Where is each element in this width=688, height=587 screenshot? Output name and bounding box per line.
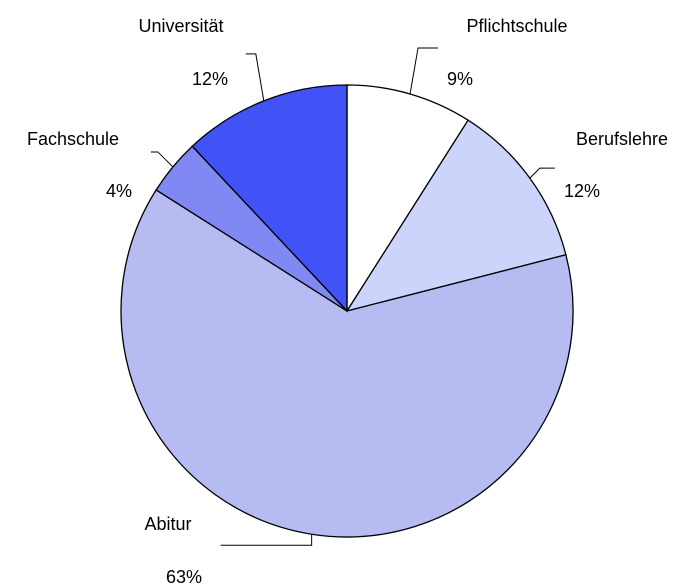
slice-label: Fachschule [27, 129, 119, 149]
leader-line [529, 167, 555, 179]
leader-line [245, 53, 265, 101]
slice-label: Universität [138, 16, 223, 36]
leader-line [220, 534, 313, 546]
slice-value-label: 12% [564, 181, 600, 201]
leader-line [409, 47, 439, 95]
slice-value-label: 63% [166, 567, 202, 587]
leader-line [150, 151, 174, 168]
slice-label: Pflichtschule [466, 16, 567, 36]
slice-label: Abitur [144, 514, 191, 534]
slice-label: Berufslehre [576, 129, 668, 149]
pie-slice [120, 189, 574, 538]
slice-value-label: 9% [447, 69, 473, 89]
slice-value-label: 12% [192, 69, 228, 89]
pie-slice [346, 84, 469, 314]
slice-value-label: 4% [106, 181, 132, 201]
